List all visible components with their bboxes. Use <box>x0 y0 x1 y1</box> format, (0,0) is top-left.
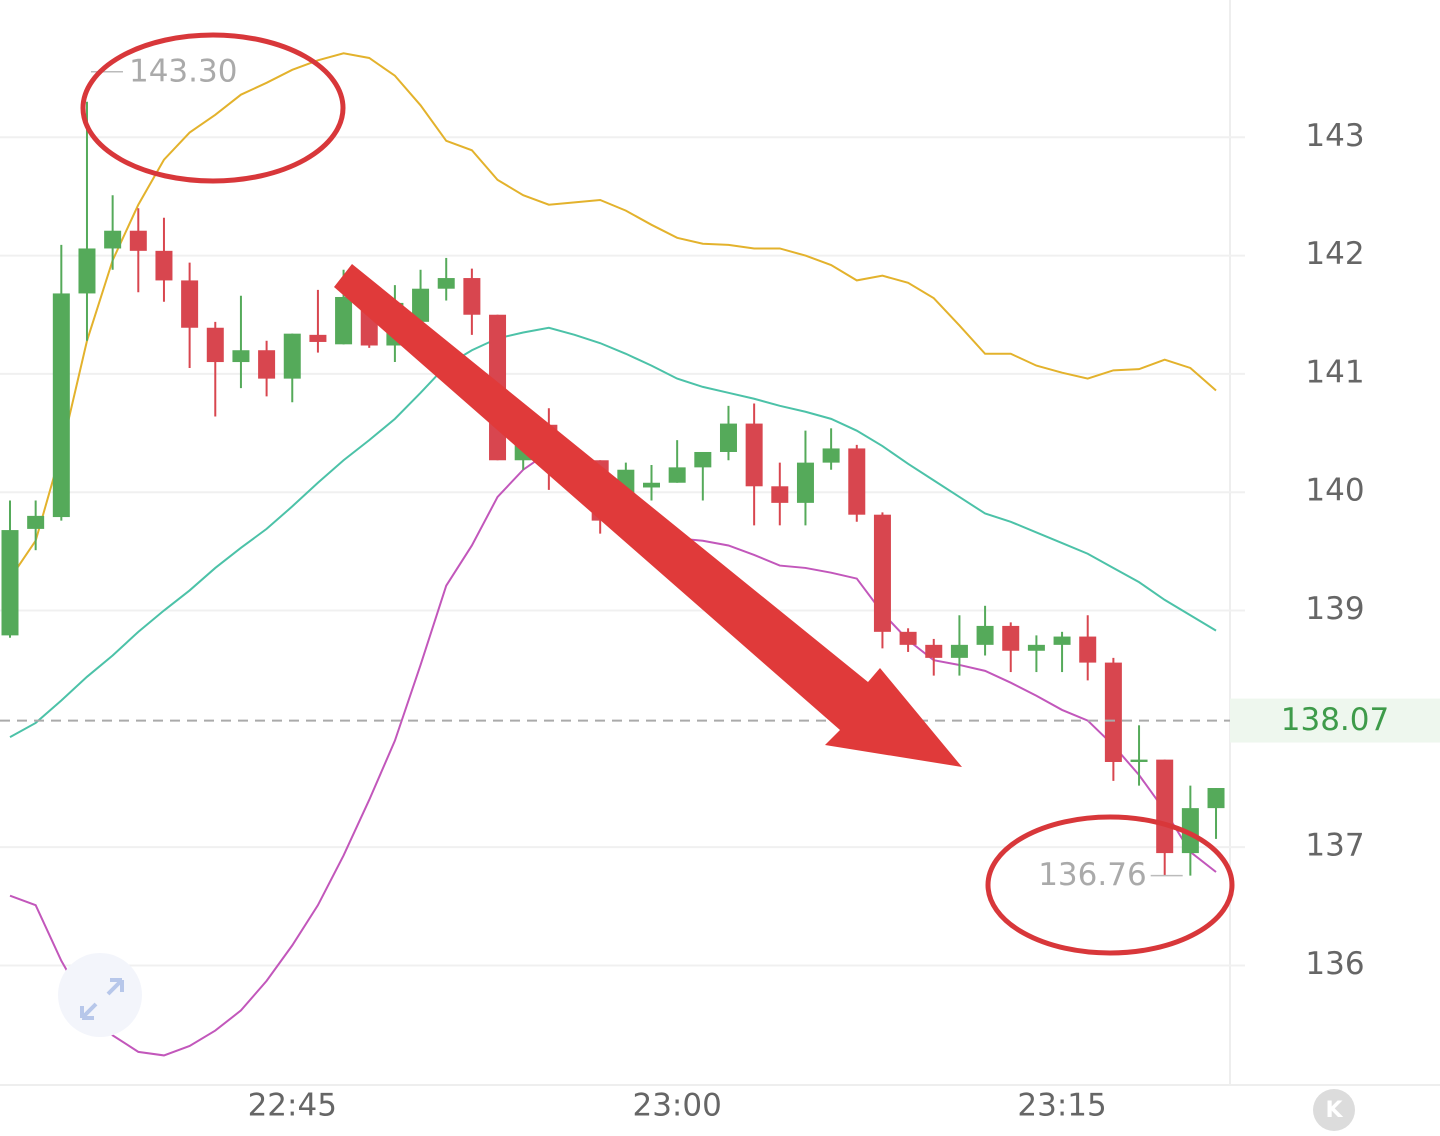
candle-body <box>78 248 96 294</box>
x-tick-label: 23:15 <box>1017 1088 1106 1124</box>
candle-body <box>129 230 147 251</box>
last-price-badge <box>1230 698 1440 743</box>
highlight-circle <box>80 32 346 184</box>
candle-body <box>104 230 122 249</box>
candle-body <box>899 631 917 645</box>
candle-body <box>643 482 660 488</box>
candle-body <box>1104 662 1122 762</box>
candle-body <box>1207 788 1225 809</box>
candle-body <box>1156 759 1174 854</box>
candle-body <box>463 278 481 315</box>
y-tick-label: 141 <box>1305 354 1364 390</box>
candle-body <box>950 644 968 658</box>
candle-body <box>719 423 737 452</box>
high-label: 143.30 <box>129 53 237 89</box>
candle-body <box>27 515 45 529</box>
bollinger-line <box>9 52 1217 580</box>
candle-body <box>437 278 455 289</box>
candle-body <box>1130 759 1148 762</box>
y-tick-label: 143 <box>1305 118 1364 154</box>
y-tick-label: 140 <box>1305 473 1364 509</box>
candle-body <box>52 293 70 518</box>
candle-body <box>848 448 866 515</box>
candle-body <box>309 334 327 342</box>
candle-body <box>206 327 224 363</box>
candle-body <box>745 423 763 487</box>
candle-body <box>873 514 891 632</box>
logo-badge <box>1313 1089 1355 1131</box>
candle-body <box>412 288 430 322</box>
candle-body <box>335 296 353 345</box>
y-tick-label: 137 <box>1305 828 1364 864</box>
expand-button[interactable] <box>58 953 142 1037</box>
candle-body <box>1053 636 1071 645</box>
candle-body <box>796 462 814 503</box>
candle-body <box>1181 808 1199 854</box>
expand-icon <box>80 978 124 1020</box>
candle-body <box>283 333 301 379</box>
candle-body <box>181 280 199 328</box>
y-tick-label: 139 <box>1305 591 1364 627</box>
highlight-circle <box>985 814 1235 956</box>
candle-body <box>1079 636 1097 663</box>
candle-body <box>258 350 276 379</box>
y-tick-label: 142 <box>1305 236 1364 272</box>
candle-body <box>822 448 840 463</box>
last-price-label: 138.07 <box>1281 702 1389 738</box>
trend-arrow <box>334 264 962 767</box>
logo: K <box>1325 1098 1343 1123</box>
candle-body <box>976 625 994 645</box>
candle-body <box>1027 644 1045 651</box>
candle-body <box>232 350 250 363</box>
x-tick-label: 22:45 <box>248 1088 337 1124</box>
low-label: 136.76 <box>1038 857 1146 893</box>
candle-body <box>1 530 19 636</box>
candle-body <box>694 451 712 468</box>
candle-body <box>925 644 943 658</box>
candle-body <box>771 486 789 503</box>
x-tick-label: 23:00 <box>632 1088 721 1124</box>
y-tick-label: 136 <box>1305 946 1364 982</box>
bollinger-line <box>9 326 1217 739</box>
candle-body <box>1002 625 1020 651</box>
candle-body <box>668 467 686 483</box>
candle-body <box>155 250 173 281</box>
